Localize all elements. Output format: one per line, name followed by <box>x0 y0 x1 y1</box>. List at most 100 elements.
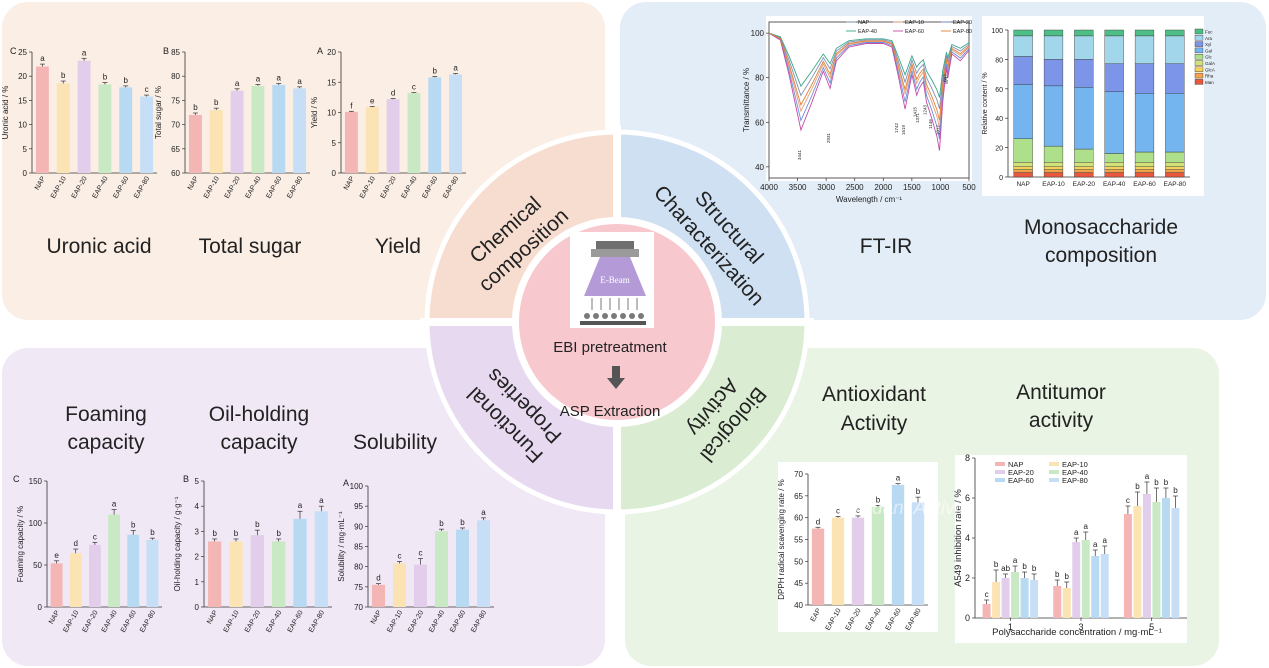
legend-swatch <box>1049 462 1059 466</box>
peak-label: 2931 <box>826 132 831 143</box>
bar-eap-20 <box>230 90 244 173</box>
bar-eap-60 <box>1161 498 1170 618</box>
y-tick-label: 50 <box>33 561 42 570</box>
x-tick-label: 5 <box>1149 622 1154 632</box>
plot-frame <box>768 21 970 179</box>
significance-letter: c <box>419 549 423 558</box>
bar-eap-80 <box>140 96 154 173</box>
y-tick-label: 20 <box>18 72 27 81</box>
significance-letter: b <box>433 67 438 76</box>
y-tick-label: 75 <box>354 583 363 592</box>
bar-nap <box>1123 514 1132 618</box>
significance-letter: b <box>214 98 219 107</box>
y-tick-label: 20 <box>327 48 336 57</box>
y-tick-label: 40 <box>755 163 764 172</box>
y-tick-label: 75 <box>171 96 180 105</box>
stack-segment-gala <box>1134 162 1155 167</box>
stack-segment-xyl <box>1043 59 1064 87</box>
bar-eap-60 <box>891 484 905 605</box>
e-beam-label: E-Beam <box>600 275 630 285</box>
bar-eap-20 <box>1001 578 1010 618</box>
bar-eap-40 <box>871 506 885 605</box>
bar-eap-60 <box>1091 556 1100 618</box>
ring-sector-structural <box>617 132 807 322</box>
caption-total-sugar: Total sugar <box>199 235 302 258</box>
ftir-line-eap-60 <box>768 32 970 151</box>
bar-eap-40 <box>1011 572 1020 618</box>
stack-segment-fuc <box>1074 29 1094 37</box>
panel-letter: C <box>10 46 17 56</box>
x-tick-label: 1000 <box>932 183 950 192</box>
significance-letter: a <box>481 508 486 517</box>
ring-outer-edge <box>424 129 810 515</box>
bar-eap-10 <box>1062 588 1071 618</box>
x-axis-label: Polysaccharide concentration / mg·mL⁻¹ <box>992 627 1162 638</box>
peak-label: 1415 <box>913 106 918 117</box>
significance-letter: a <box>1013 556 1018 565</box>
significance-letter: b <box>234 529 239 538</box>
significance-letter: b <box>276 529 281 538</box>
y-tick-label: 150 <box>29 477 43 486</box>
legend-label: Fuc <box>1205 30 1213 35</box>
significance-letter: c <box>836 506 840 515</box>
bar-eap-10 <box>831 517 845 605</box>
stack-segment-gala <box>1165 162 1185 167</box>
bar-eap-20 <box>386 99 400 173</box>
significance-letter: b <box>994 560 999 569</box>
significance-letter: b <box>1032 564 1037 573</box>
y-tick-label: 60 <box>171 169 180 178</box>
stack-segment-glc <box>1074 148 1094 163</box>
x-tick-label: 2000 <box>874 183 892 192</box>
caption-antitumor: Antitumor activity <box>1016 381 1106 432</box>
significance-letter: f <box>350 101 353 110</box>
x-tick-label: 4000 <box>760 183 778 192</box>
significance-letter: b <box>1065 572 1070 581</box>
y-tick-label: 10 <box>18 121 27 130</box>
legend-swatch <box>1049 478 1059 482</box>
stack-segment-man <box>1043 172 1064 178</box>
stack-segment-ara <box>1165 35 1185 65</box>
caption-yield: Yield <box>375 235 421 258</box>
stack-segment-gal <box>1013 84 1033 139</box>
bar-nap <box>35 66 49 173</box>
y-tick-label: 45 <box>794 579 803 588</box>
stack-segment-ara <box>1104 35 1124 65</box>
center-label-ebi: EBI pretreatment <box>553 339 667 356</box>
y-tick-label: 0 <box>38 603 43 612</box>
peak-label: 893 <box>943 74 948 82</box>
solubility-chart: 707580859095100dNAPcEAP-10cEAP-20bEAP-40… <box>337 478 494 634</box>
y-tick-label: 20 <box>995 146 1003 153</box>
y-tick-label: 25 <box>18 48 27 57</box>
bar-eap-40 <box>434 531 449 607</box>
stack-segment-man <box>1104 172 1124 178</box>
y-axis-label: Solubility / mg·mL⁻¹ <box>337 511 346 582</box>
caption-uronic-acid: Uronic acid <box>46 235 151 258</box>
stack-segment-ara <box>1043 35 1064 60</box>
significance-letter: d <box>74 539 78 548</box>
caption-antioxidant: Antioxidant Activity <box>822 383 926 435</box>
legend-swatch <box>1194 47 1204 54</box>
legend-swatch <box>1194 66 1204 73</box>
y-tick-label: 5 <box>23 145 28 154</box>
x-tick-label: EAP-60 <box>1133 181 1156 188</box>
bar-nap <box>188 114 202 173</box>
bar-eap-60 <box>272 84 286 173</box>
stack-segment-ara <box>1134 35 1155 65</box>
stack-segment-glc <box>1165 151 1185 163</box>
bar-eap-60 <box>1020 578 1029 618</box>
x-tick-label: EAP-10 <box>1042 181 1065 188</box>
significance-letter: a <box>112 500 117 509</box>
y-axis-label: Yield / % <box>310 97 319 128</box>
significance-letter: c <box>856 506 860 515</box>
stack-segment-rha <box>1013 169 1033 173</box>
ring-sector-biological <box>617 322 807 512</box>
peak-label: 1619 <box>901 124 906 135</box>
stack-segment-ara <box>1013 35 1033 57</box>
significance-letter: b <box>916 487 921 496</box>
significance-letter: d <box>816 517 820 526</box>
legend-label: EAP-10 <box>905 20 924 26</box>
bar-eap-60 <box>428 77 442 173</box>
legend-label: EAP-20 <box>953 20 972 26</box>
y-tick-label: 5 <box>195 477 200 486</box>
